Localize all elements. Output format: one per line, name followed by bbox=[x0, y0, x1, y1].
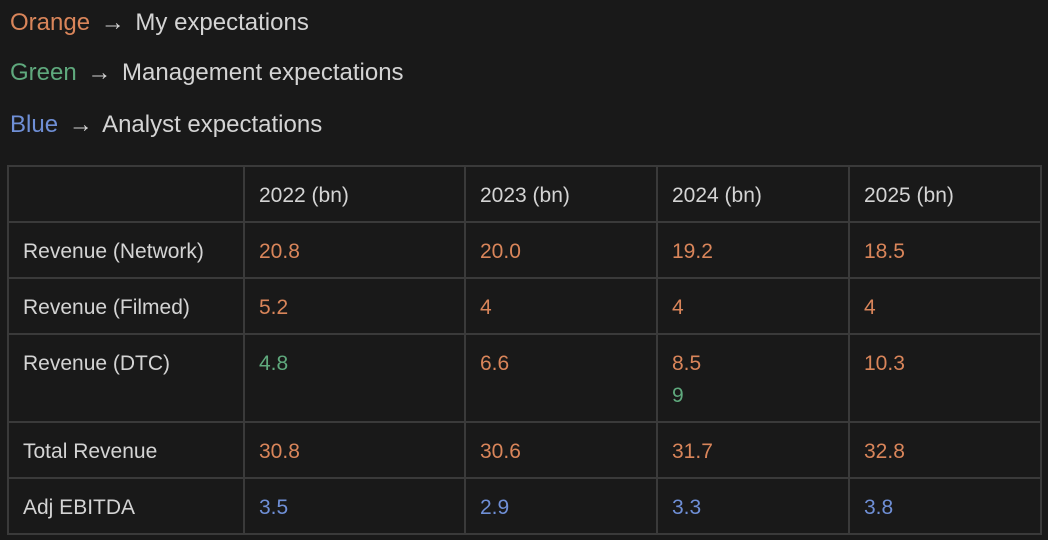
table-header-2023: 2023 (bn) bbox=[464, 165, 658, 223]
table-header-2022: 2022 (bn) bbox=[243, 165, 466, 223]
row-label-revenue-network: Revenue (Network) bbox=[7, 221, 245, 279]
table-cell: 3.5 bbox=[243, 477, 466, 535]
legend-text-my-expectations: My expectations bbox=[135, 9, 309, 36]
table-cell: 3.8 bbox=[848, 477, 1042, 535]
table-cell: 2.9 bbox=[464, 477, 658, 535]
legend-text-management-expectations: Management expectations bbox=[122, 59, 404, 86]
table-cell: 5.2 bbox=[243, 277, 466, 335]
table-cell: 4 bbox=[464, 277, 658, 335]
row-label-revenue-filmed: Revenue (Filmed) bbox=[7, 277, 245, 335]
table-row: Adj EBITDA 3.5 2.9 3.3 3.8 bbox=[7, 477, 1042, 535]
legend-color-word-green: Green bbox=[10, 59, 77, 86]
legend-text-analyst-expectations: Analyst expectations bbox=[102, 111, 323, 138]
legend-color-word-blue: Blue bbox=[10, 111, 59, 138]
arrow-icon: → bbox=[87, 59, 112, 86]
legend-orange: Orange → My expectations bbox=[10, 9, 309, 37]
legend-green: Green → Management expectations bbox=[10, 59, 404, 87]
table-header-row: 2022 (bn) 2023 (bn) 2024 (bn) 2025 (bn) bbox=[7, 165, 1042, 223]
table-cell: 8.5 9 bbox=[656, 333, 850, 423]
table-row: Total Revenue 30.8 30.6 31.7 32.8 bbox=[7, 421, 1042, 479]
table-row: Revenue (Network) 20.8 20.0 19.2 18.5 bbox=[7, 221, 1042, 279]
legend-blue: Blue → Analyst expectations bbox=[10, 111, 322, 139]
table-cell: 4 bbox=[656, 277, 850, 335]
table-header-2024: 2024 (bn) bbox=[656, 165, 850, 223]
table-cell: 10.3 bbox=[848, 333, 1042, 423]
table-row: Revenue (DTC) 4.8 6.6 8.5 9 10.3 bbox=[7, 333, 1042, 423]
table-cell: 4 bbox=[848, 277, 1042, 335]
legend-color-word-orange: Orange bbox=[10, 9, 91, 36]
row-label-adj-ebitda: Adj EBITDA bbox=[7, 477, 245, 535]
table-cell: 4.8 bbox=[243, 333, 466, 423]
table-cell: 6.6 bbox=[464, 333, 658, 423]
table-cell: 18.5 bbox=[848, 221, 1042, 279]
table-header-corner bbox=[7, 165, 245, 223]
arrow-icon: → bbox=[100, 9, 125, 36]
financials-table: 2022 (bn) 2023 (bn) 2024 (bn) 2025 (bn) … bbox=[7, 165, 1042, 535]
table-cell: 31.7 bbox=[656, 421, 850, 479]
row-label-revenue-dtc: Revenue (DTC) bbox=[7, 333, 245, 423]
table-cell: 32.8 bbox=[848, 421, 1042, 479]
table-cell: 3.3 bbox=[656, 477, 850, 535]
row-label-total-revenue: Total Revenue bbox=[7, 421, 245, 479]
table-cell: 20.8 bbox=[243, 221, 466, 279]
table-cell: 19.2 bbox=[656, 221, 850, 279]
cell-value-primary: 8.5 bbox=[672, 352, 702, 375]
table-header-2025: 2025 (bn) bbox=[848, 165, 1042, 223]
table-cell: 20.0 bbox=[464, 221, 658, 279]
arrow-icon: → bbox=[68, 111, 93, 138]
table-row: Revenue (Filmed) 5.2 4 4 4 bbox=[7, 277, 1042, 335]
cell-value-secondary: 9 bbox=[672, 384, 684, 407]
table-cell: 30.8 bbox=[243, 421, 466, 479]
table-cell: 30.6 bbox=[464, 421, 658, 479]
